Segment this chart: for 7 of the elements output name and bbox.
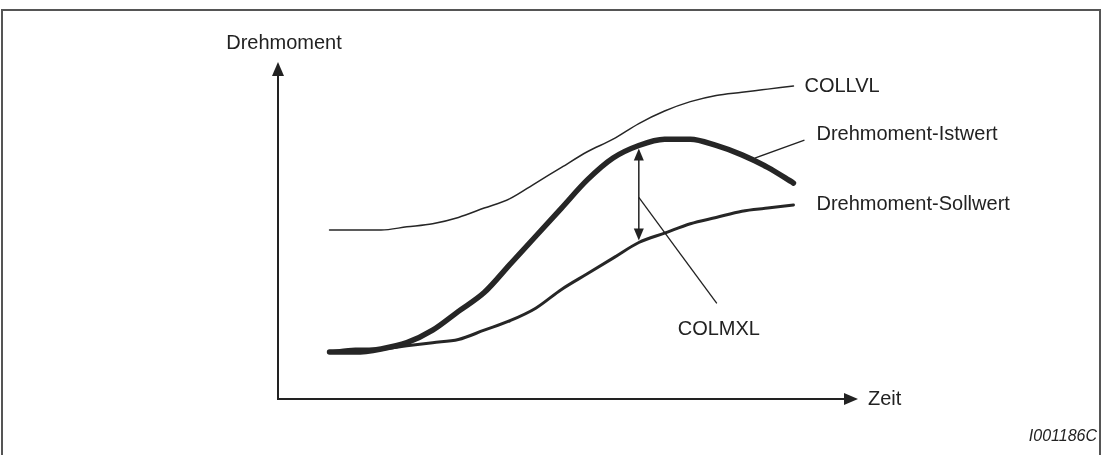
- series-label: Drehmoment-Sollwert: [816, 192, 1011, 215]
- x-axis-title: Zeit: [868, 386, 902, 409]
- series-label: COLLVL: [804, 73, 880, 96]
- y-axis-title: Drehmoment: [226, 30, 343, 53]
- annotation: COLMXL: [677, 317, 760, 339]
- text: I001186C: [1028, 427, 1098, 445]
- text: Drehmoment-Istwert: [816, 121, 999, 144]
